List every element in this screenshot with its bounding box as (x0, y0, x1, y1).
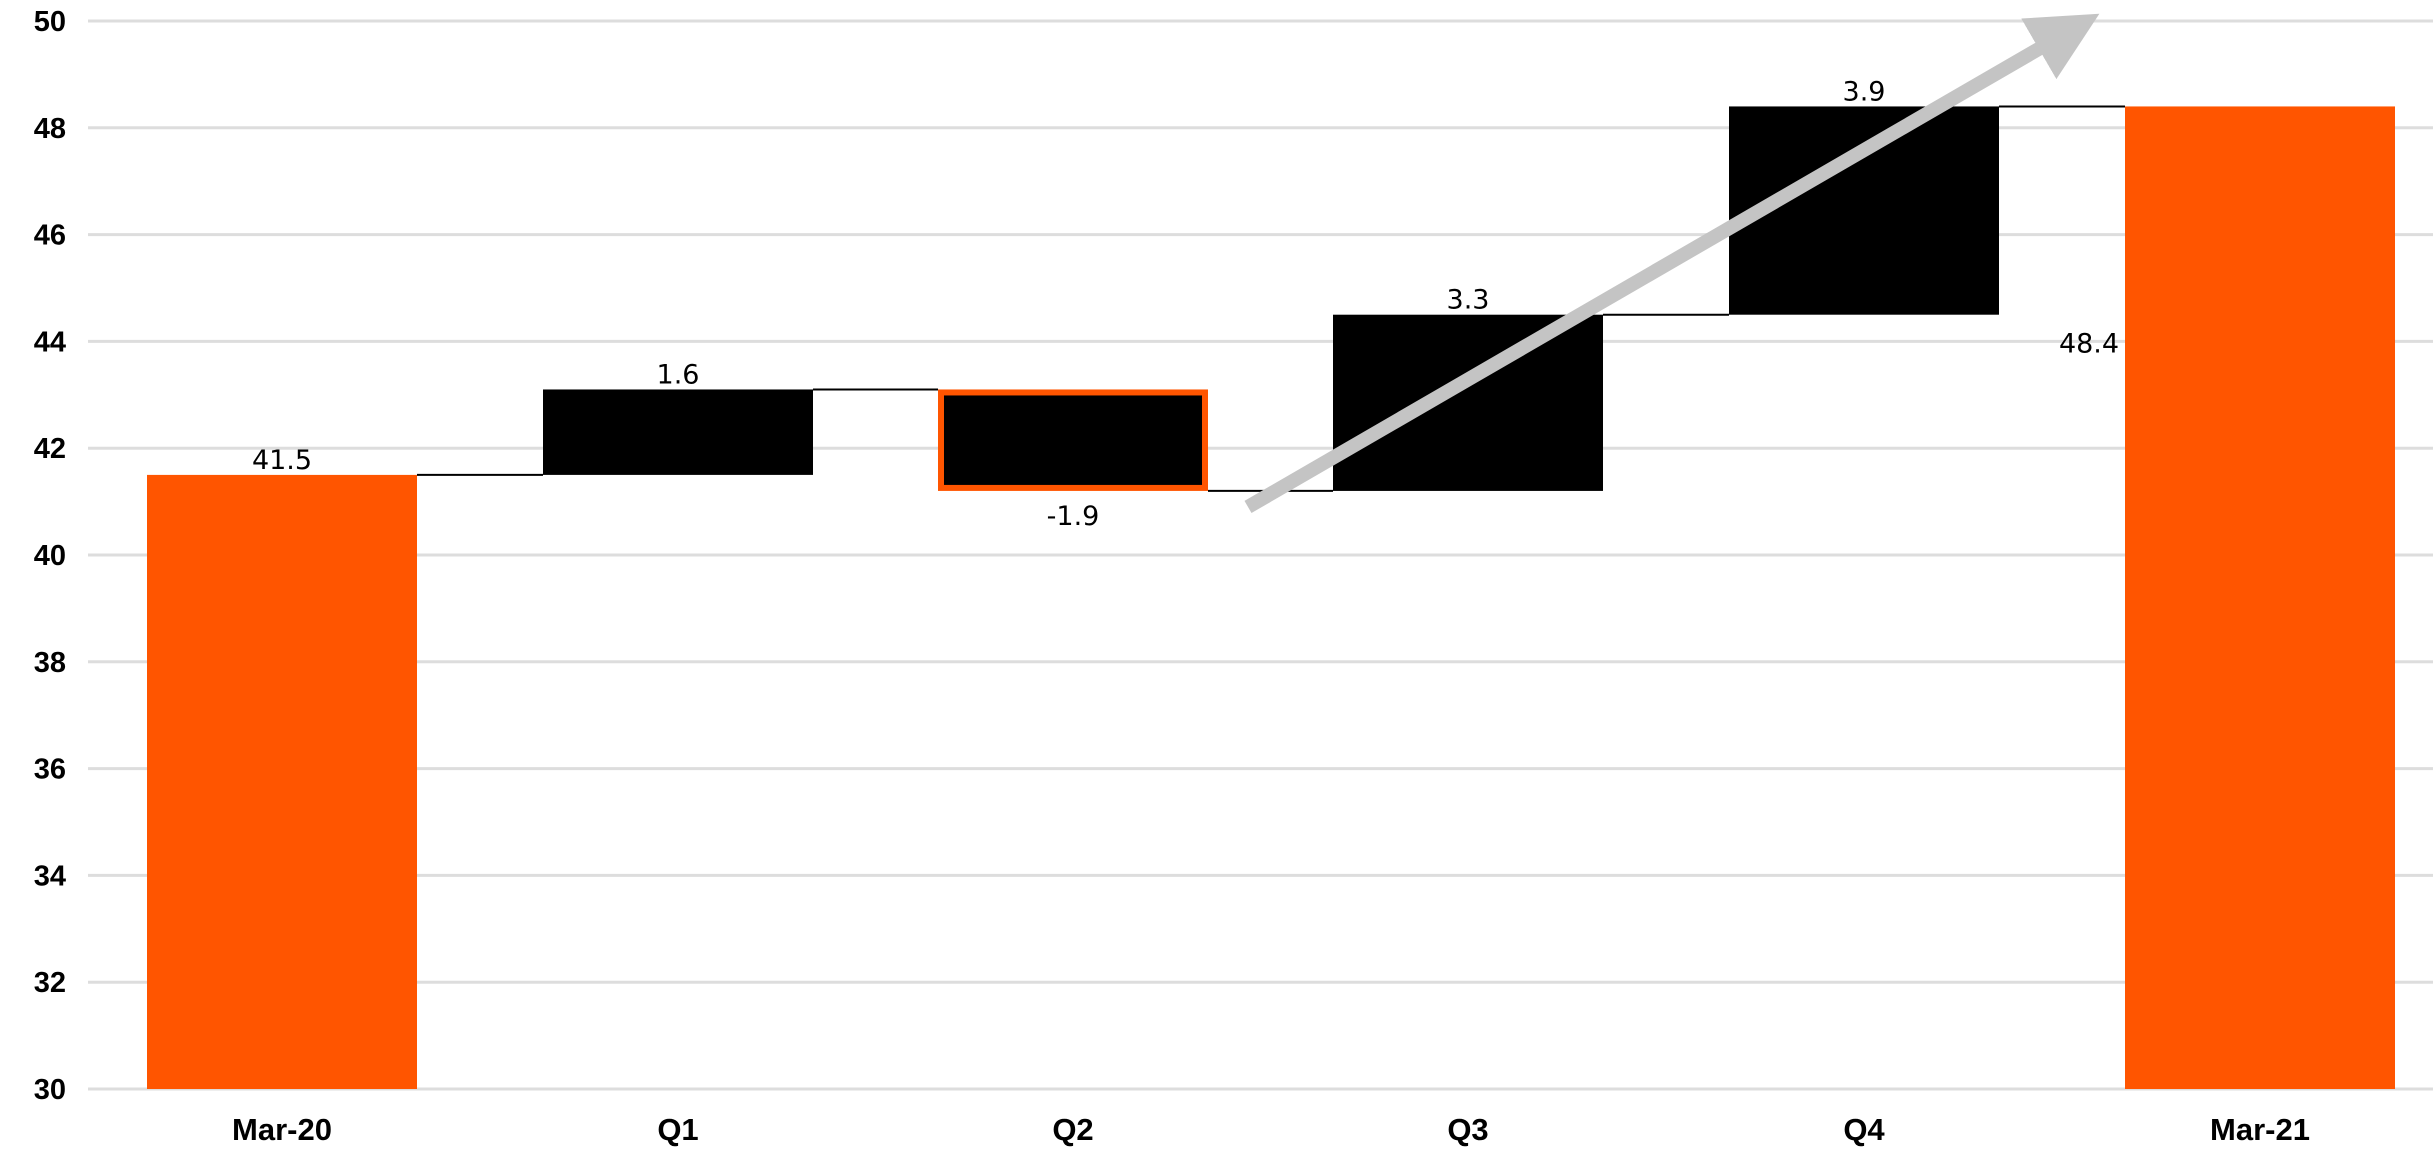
data-label: 48.4 (2059, 328, 2119, 359)
y-tick-label: 50 (34, 6, 66, 38)
data-label: -1.9 (1047, 501, 1100, 532)
bar-q3 (1333, 314, 1603, 491)
x-tick-label: Mar-21 (2210, 1112, 2310, 1147)
y-tick-label: 36 (34, 754, 66, 786)
bar-q4 (1729, 106, 1999, 315)
y-tick-label: 30 (34, 1074, 66, 1106)
trend-arrow (1244, 13, 2100, 513)
y-tick-label: 32 (34, 967, 66, 999)
bar-q2 (938, 389, 1208, 491)
y-tick-label: 44 (34, 326, 66, 358)
trend-arrow-layer (1244, 13, 2100, 513)
y-tick-label: 40 (34, 540, 66, 572)
y-tick-label: 46 (34, 220, 66, 252)
x-tick-label: Q4 (1843, 1112, 1885, 1147)
bars (147, 106, 2395, 1089)
data-label: 41.5 (252, 445, 312, 476)
y-tick-label: 34 (34, 860, 66, 892)
data-label: 1.6 (657, 359, 700, 390)
data-label: 3.3 (1447, 285, 1490, 316)
bar-q1 (543, 389, 813, 475)
x-tick-label: Q3 (1447, 1112, 1488, 1147)
x-axis-ticks: Mar-20 Q1 Q2 Q3 Q4 Mar-21 (232, 1112, 2310, 1147)
bar-mar-21 (2125, 106, 2395, 1089)
y-tick-label: 42 (34, 433, 66, 465)
y-tick-label: 38 (34, 647, 66, 679)
x-tick-label: Q1 (657, 1112, 698, 1147)
x-tick-label: Q2 (1052, 1112, 1093, 1147)
y-axis-ticks: 30 32 34 36 38 40 42 44 46 48 50 (34, 6, 66, 1106)
y-tick-label: 48 (34, 113, 66, 145)
data-labels: 41.5 1.6 -1.9 3.3 3.9 48.4 (252, 76, 2119, 531)
bar-mar-20 (147, 474, 417, 1089)
x-tick-label: Mar-20 (232, 1112, 332, 1147)
data-label: 3.9 (1843, 76, 1886, 107)
gridlines (88, 19, 2433, 1091)
